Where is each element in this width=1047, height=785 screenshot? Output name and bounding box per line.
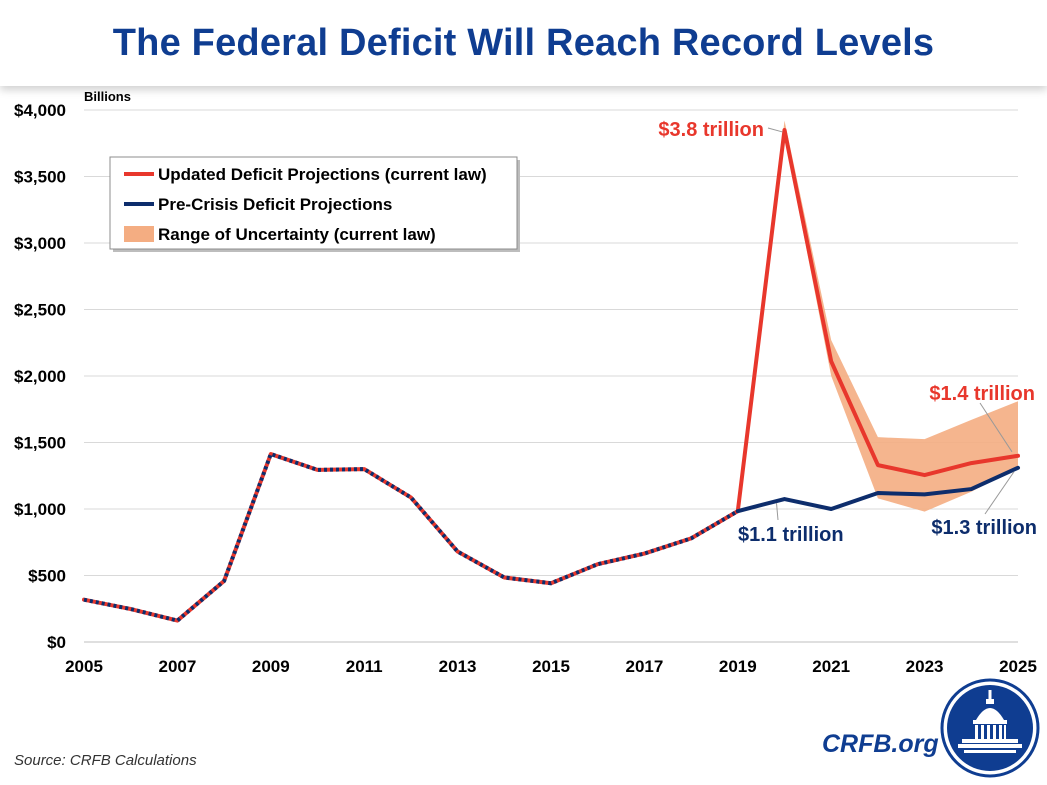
legend-swatch-uncertainty [124, 226, 154, 242]
y-tick-label: $500 [28, 567, 66, 586]
x-tick-label: 2023 [906, 657, 944, 676]
x-tick-label: 2025 [999, 657, 1037, 676]
y-tick-label: $2,000 [14, 367, 66, 386]
capitol-dome-icon [940, 678, 1040, 778]
x-tick-label: 2021 [812, 657, 850, 676]
annotation-precrisis-2020: $1.1 trillion [738, 524, 844, 546]
x-tick-label: 2007 [158, 657, 196, 676]
annotation-leader [984, 471, 1015, 515]
title-bar: The Federal Deficit Will Reach Record Le… [0, 0, 1047, 86]
y-tick-label: $0 [47, 633, 66, 652]
annotation-leader [979, 402, 1013, 453]
historical-overlap-line [83, 452, 739, 623]
legend-label-uncertainty: Range of Uncertainty (current law) [158, 225, 436, 244]
legend-label-updated: Updated Deficit Projections (current law… [158, 165, 487, 184]
y-axis-label: Billions [84, 89, 131, 104]
y-tick-label: $3,000 [14, 234, 66, 253]
annotation-leader [776, 502, 779, 521]
annotation-updated-2025: $1.4 trillion [929, 383, 1035, 405]
precrisis-projection-line [735, 465, 1020, 514]
page-title: The Federal Deficit Will Reach Record Le… [112, 21, 935, 64]
y-tick-label: $1,500 [14, 434, 66, 453]
annotation-peak: $3.8 trillion [658, 119, 764, 141]
annotation-leader [767, 127, 783, 133]
x-tick-label: 2011 [346, 657, 383, 676]
brand-link[interactable]: CRFB.org [822, 730, 939, 758]
x-tick-label: 2005 [65, 657, 103, 676]
x-tick-label: 2015 [532, 657, 570, 676]
y-tick-label: $2,500 [14, 301, 66, 320]
x-tick-label: 2019 [719, 657, 757, 676]
y-tick-label: $4,000 [14, 101, 66, 120]
y-tick-label: $1,000 [14, 500, 66, 519]
annotation-precrisis-2025: $1.3 trillion [931, 517, 1037, 539]
source-note: Source: CRFB Calculations [14, 752, 197, 769]
uncertainty-band [737, 120, 1018, 512]
x-tick-label: 2009 [252, 657, 290, 676]
legend [109, 156, 518, 250]
legend-label-precrisis: Pre-Crisis Deficit Projections [158, 195, 392, 214]
x-tick-label: 2013 [439, 657, 477, 676]
y-tick-label: $3,500 [14, 168, 66, 187]
x-tick-label: 2017 [625, 657, 663, 676]
